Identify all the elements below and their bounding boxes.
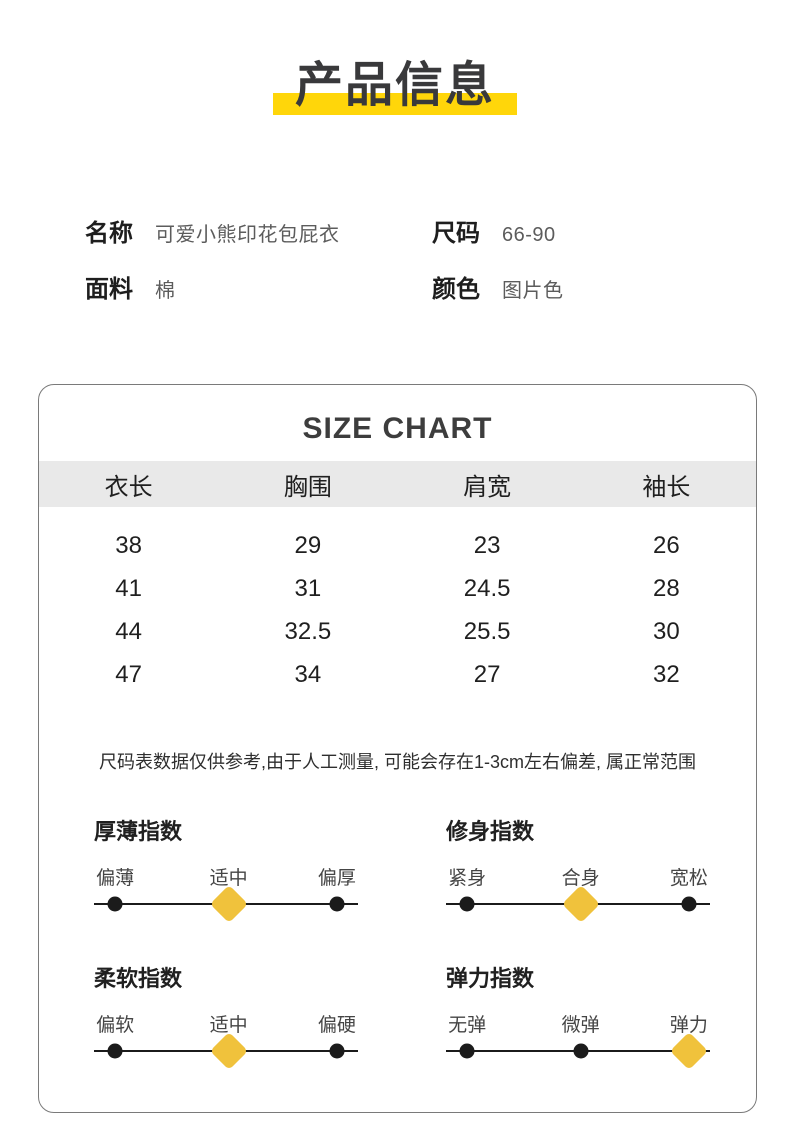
scale-stop <box>209 1032 248 1071</box>
index-block-elasticity: 弹力指数 无弹 微弹 弹力 <box>446 961 710 1071</box>
size-cell: 23 <box>473 531 501 559</box>
size-chart-header-row: 衣长 胸围 肩宽 袖长 <box>39 461 756 508</box>
scale-stop <box>329 896 345 912</box>
size-chart-table: 衣长 胸围 肩宽 袖长 38 29 23 26 41 31 24.5 28 <box>39 461 756 696</box>
size-cell: 26 <box>653 531 680 559</box>
page-title: 产品信息 <box>272 58 517 116</box>
scale-label: 适中 <box>209 868 248 890</box>
size-cell: 32.5 <box>284 617 332 645</box>
table-row: 41 31 24.5 28 <box>39 567 756 610</box>
field-value: 棉 <box>155 280 176 303</box>
scale-track <box>446 885 710 924</box>
size-cell: 32 <box>653 660 680 688</box>
scale-track <box>94 1032 358 1071</box>
scale-label: 合身 <box>561 868 600 890</box>
scale-track <box>94 885 358 924</box>
field-label: 名称 <box>85 220 133 248</box>
product-info-section: 名称 可爱小熊印花包屁衣 尺码 66-90 面料 棉 颜色 图片色 <box>85 213 790 304</box>
scale-label: 弹力 <box>669 1015 708 1037</box>
size-chart-box: SIZE CHART 衣长 胸围 肩宽 袖长 38 29 23 26 41 31… <box>38 384 757 1114</box>
field-value: 可爱小熊印花包屁衣 <box>155 224 340 247</box>
size-chart-title: SIZE CHART <box>302 412 493 446</box>
scale-stop <box>107 1043 123 1059</box>
scale-stop <box>209 885 248 924</box>
size-cell: 44 <box>115 617 142 645</box>
field-label: 尺码 <box>432 220 480 248</box>
scale-stop <box>561 885 600 924</box>
table-row: 38 29 23 26 <box>39 524 756 567</box>
scale-label: 偏硬 <box>317 1015 356 1037</box>
size-cell: 28 <box>653 574 680 602</box>
field-value: 图片色 <box>502 280 564 303</box>
scale-stop <box>329 1043 345 1059</box>
scale-label: 无弹 <box>448 1015 487 1037</box>
scale-stop <box>107 896 123 912</box>
field-size: 尺码 66-90 <box>432 213 790 248</box>
scale-track <box>446 1032 710 1071</box>
index-block-softness: 柔软指数 偏软 适中 偏硬 <box>94 961 358 1071</box>
table-row: 44 32.5 25.5 30 <box>39 610 756 653</box>
index-block-thickness: 厚薄指数 偏薄 适中 偏厚 <box>94 814 358 924</box>
scale-stop <box>681 896 697 912</box>
scale-label: 适中 <box>209 1015 248 1037</box>
column-header-sleeve: 袖长 <box>642 473 691 501</box>
field-color: 颜色 图片色 <box>432 269 790 304</box>
size-cell: 34 <box>294 660 322 688</box>
scale-label: 紧身 <box>448 868 487 890</box>
scale-labels: 偏软 适中 偏硬 <box>94 1010 358 1037</box>
title-highlight-bar <box>272 93 517 116</box>
scale-stop <box>459 1043 475 1059</box>
field-label: 面料 <box>85 276 133 304</box>
scale-label: 微弹 <box>561 1015 600 1037</box>
field-label: 颜色 <box>432 276 480 304</box>
scale-label: 偏软 <box>96 1015 135 1037</box>
field-value: 66-90 <box>502 224 556 247</box>
column-header-chest: 胸围 <box>283 473 332 501</box>
size-cell: 41 <box>115 574 142 602</box>
index-title: 厚薄指数 <box>94 819 183 845</box>
size-cell: 31 <box>294 574 322 602</box>
table-row: 47 34 27 32 <box>39 653 756 696</box>
field-fabric: 面料 棉 <box>85 269 432 304</box>
scale-labels: 偏薄 适中 偏厚 <box>94 863 358 890</box>
scale-stop <box>459 896 475 912</box>
size-cell: 30 <box>653 617 680 645</box>
index-title: 修身指数 <box>446 819 535 845</box>
size-cell: 38 <box>115 531 142 559</box>
index-title: 弹力指数 <box>446 966 535 992</box>
size-cell: 24.5 <box>463 574 511 602</box>
page-header: 产品信息 <box>0 0 790 116</box>
scale-label: 偏厚 <box>317 868 356 890</box>
column-header-length: 衣长 <box>104 473 153 501</box>
size-chart-note: 尺码表数据仅供参考,由于人工测量, 可能会存在1-3cm左右偏差, 属正常范围 <box>98 752 696 773</box>
indices-section: 厚薄指数 偏薄 适中 偏厚 修身指数 紧身 合身 宽松 <box>39 814 756 1071</box>
index-block-fit: 修身指数 紧身 合身 宽松 <box>446 814 710 924</box>
size-cell: 47 <box>115 660 142 688</box>
scale-stop <box>573 1043 589 1059</box>
scale-label: 宽松 <box>669 868 708 890</box>
column-header-shoulder: 肩宽 <box>463 473 512 501</box>
scale-stop <box>669 1032 708 1071</box>
scale-label: 偏薄 <box>96 868 135 890</box>
size-cell: 29 <box>294 531 322 559</box>
scale-labels: 无弹 微弹 弹力 <box>446 1010 710 1037</box>
index-title: 柔软指数 <box>94 966 183 992</box>
scale-labels: 紧身 合身 宽松 <box>446 863 710 890</box>
field-name: 名称 可爱小熊印花包屁衣 <box>85 213 432 248</box>
size-cell: 27 <box>473 660 501 688</box>
page-title-text: 产品信息 <box>294 59 495 112</box>
size-cell: 25.5 <box>463 617 511 645</box>
size-chart-body: 38 29 23 26 41 31 24.5 28 44 32.5 25.5 3… <box>39 507 756 696</box>
